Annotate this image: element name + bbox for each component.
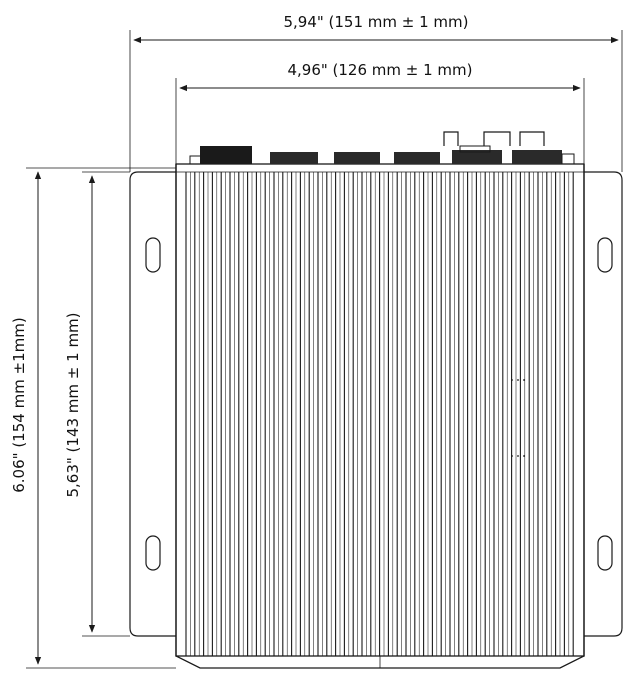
connector-3 — [394, 152, 440, 164]
connector-5 — [483, 131, 575, 165]
cooling-fins — [185, 172, 574, 656]
vent-dots — [511, 379, 525, 457]
connector-1 — [270, 152, 318, 164]
mounting-slot-bottom-left — [145, 535, 161, 571]
connector-2 — [334, 152, 380, 164]
mounting-slot-bottom-right — [597, 535, 613, 571]
body-width-label: 4,96" (126 mm ± 1 mm) — [287, 61, 472, 79]
overall-width-label: 5,94" (151 mm ± 1 mm) — [283, 13, 468, 31]
overall-height-label: 6.06" (154 mm ±1mm) — [10, 317, 28, 493]
mounting-slot-top-right — [597, 237, 613, 273]
mounting-slot-top-left — [145, 237, 161, 273]
extension-lines — [26, 30, 623, 669]
body-height-label: 5,63" (143 mm ± 1 mm) — [64, 312, 82, 497]
connectors — [189, 131, 575, 165]
terminal-block — [189, 146, 252, 165]
connector-4 — [443, 131, 502, 164]
